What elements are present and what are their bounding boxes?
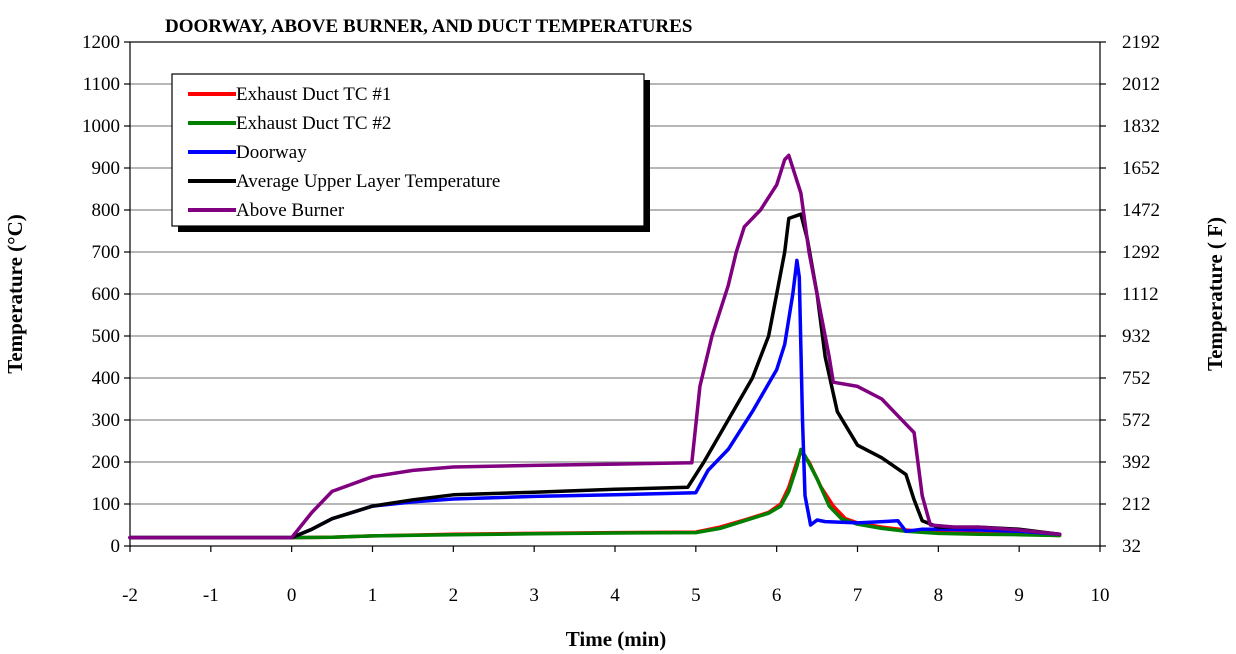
y-axis-label: Temperature (°C) xyxy=(3,214,27,373)
x-axis-label: Time (min) xyxy=(566,627,667,651)
x-tick-label: 9 xyxy=(1014,585,1024,606)
y2-tick-label: 32 xyxy=(1122,536,1141,557)
chart-title: DOORWAY, ABOVE BURNER, AND DUCT TEMPERAT… xyxy=(165,16,692,37)
y2-tick-label: 392 xyxy=(1122,452,1151,473)
legend-entry: Exhaust Duct TC #1 xyxy=(236,84,391,105)
series-line-doorway xyxy=(128,258,1062,540)
y-tick-label: 1000 xyxy=(82,116,120,137)
y-tick-label: 1100 xyxy=(83,74,120,95)
y-tick-label: 500 xyxy=(92,326,121,347)
legend-box xyxy=(171,73,645,227)
y2-axis-label: Temperature ( F) xyxy=(1203,217,1227,371)
x-axis-ticks: -2 -1 0 1 2 3 4 5 6 7 8 9 10 xyxy=(122,546,1110,606)
y-tick-label: 900 xyxy=(92,158,121,179)
y2-tick-label: 212 xyxy=(1122,494,1151,515)
x-tick-label: 7 xyxy=(853,585,863,606)
x-tick-label: -1 xyxy=(203,585,219,606)
series-lines xyxy=(128,153,1062,540)
y2-tick-label: 572 xyxy=(1122,410,1151,431)
y-axis-ticks: 0 100 200 300 400 500 600 700 800 900 1000 1100 1200 xyxy=(82,32,130,557)
legend-entry: Above Burner xyxy=(236,200,345,221)
y-tick-label: 800 xyxy=(92,200,121,221)
y2-tick-label: 1112 xyxy=(1122,284,1159,305)
y-tick-label: 700 xyxy=(92,242,121,263)
y-tick-label: 600 xyxy=(92,284,121,305)
y-tick-label: 200 xyxy=(92,452,121,473)
legend-entry: Doorway xyxy=(236,142,307,163)
y2-tick-label: 1652 xyxy=(1122,158,1160,179)
y-tick-label: 400 xyxy=(92,368,121,389)
y2-tick-label: 932 xyxy=(1122,326,1151,347)
y-tick-label: 300 xyxy=(92,410,121,431)
legend: Exhaust Duct TC #1 Exhaust Duct TC #2 Door… xyxy=(171,73,650,232)
x-tick-label: 1 xyxy=(368,585,378,606)
x-tick-label: 3 xyxy=(529,585,539,606)
y2-tick-label: 752 xyxy=(1122,368,1151,389)
legend-entry: Exhaust Duct TC #2 xyxy=(236,113,391,134)
y2-tick-label: 1292 xyxy=(1122,242,1160,263)
y2-tick-label: 1472 xyxy=(1122,200,1160,221)
y2-tick-label: 1832 xyxy=(1122,116,1160,137)
y-tick-label: 0 xyxy=(111,536,121,557)
x-tick-label: 5 xyxy=(691,585,701,606)
x-tick-label: 4 xyxy=(610,585,620,606)
x-tick-label: 10 xyxy=(1091,585,1110,606)
y2-tick-label: 2192 xyxy=(1122,32,1160,53)
series-line-above-burner xyxy=(128,153,1062,540)
x-tick-label: 8 xyxy=(934,585,944,606)
x-tick-label: 2 xyxy=(449,585,459,606)
series-line-average-upper-layer-temperature xyxy=(128,212,1062,540)
y2-tick-label: 2012 xyxy=(1122,74,1160,95)
x-tick-label: 6 xyxy=(772,585,782,606)
x-tick-label: 0 xyxy=(287,585,297,606)
y2-axis-ticks: 32 212 392 572 752 932 1112 1292 1472 1652 1832 201… xyxy=(1100,32,1160,557)
legend-entry: Average Upper Layer Temperature xyxy=(236,171,500,192)
y-tick-label: 100 xyxy=(92,494,121,515)
x-tick-label: -2 xyxy=(122,585,138,606)
y-tick-label: 1200 xyxy=(82,32,120,53)
series-line-exhaust-duct-tc-2 xyxy=(128,447,1062,540)
